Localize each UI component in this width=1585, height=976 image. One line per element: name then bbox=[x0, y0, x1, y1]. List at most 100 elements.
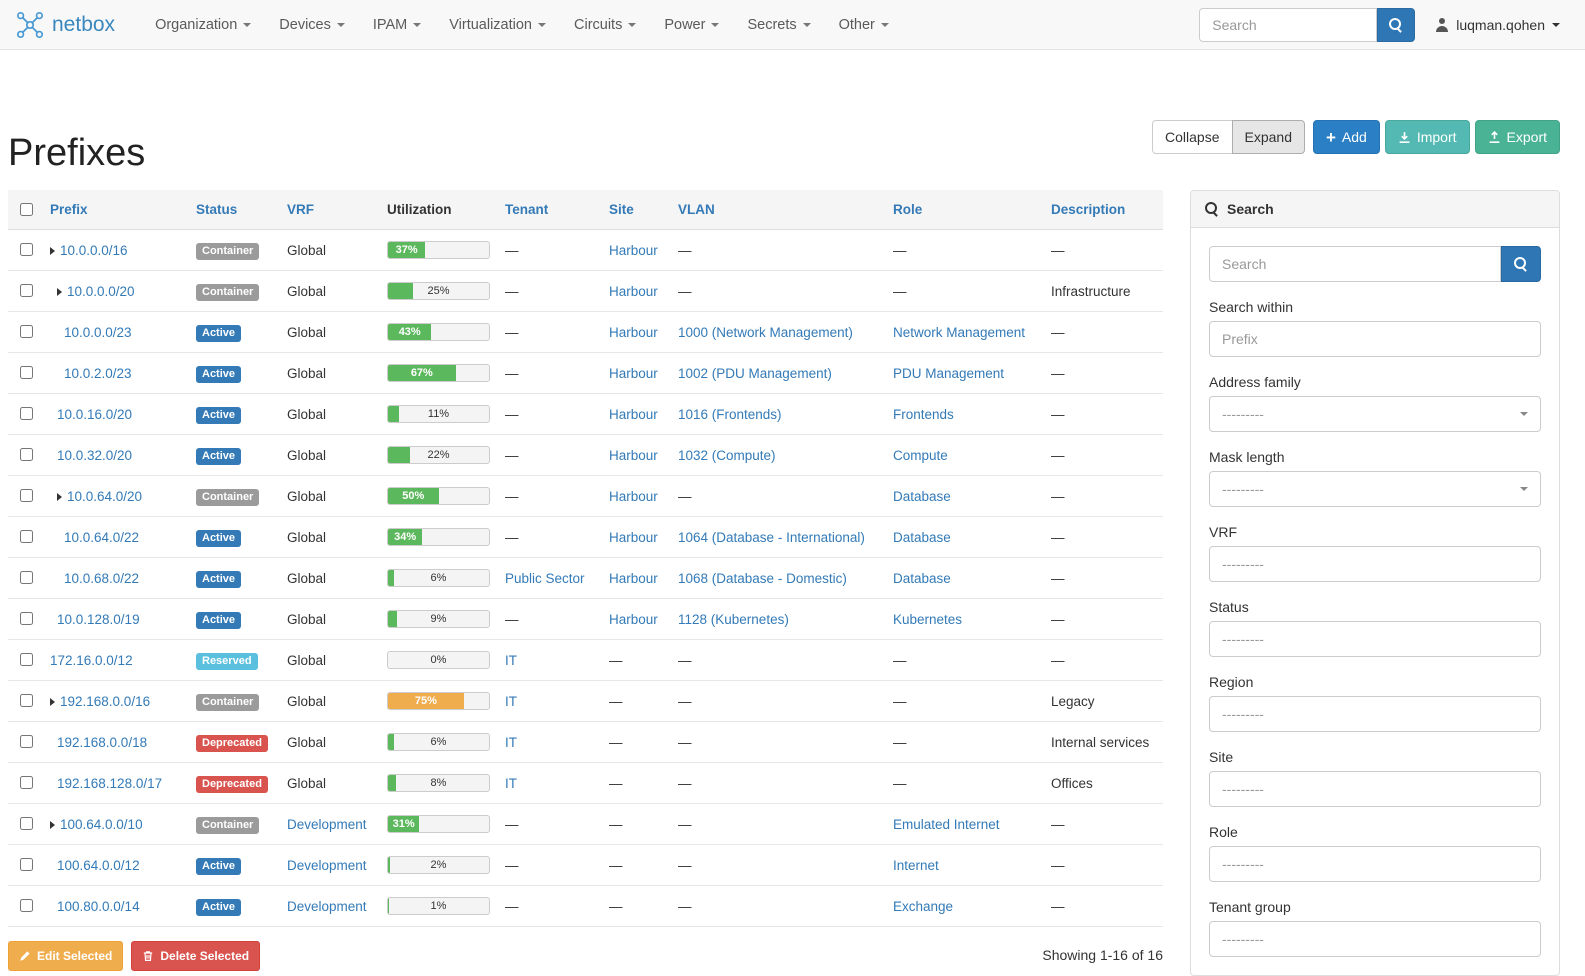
row-checkbox[interactable] bbox=[20, 489, 33, 502]
prefix-link[interactable]: 192.168.128.0/17 bbox=[57, 775, 163, 791]
prefix-link[interactable]: 10.0.2.0/23 bbox=[64, 365, 132, 381]
vlan-link[interactable]: 1032 (Compute) bbox=[678, 447, 776, 463]
collapse-button[interactable]: Collapse bbox=[1152, 120, 1233, 154]
prefix-link[interactable]: 10.0.64.0/20 bbox=[67, 488, 143, 504]
row-checkbox[interactable] bbox=[20, 899, 33, 912]
row-checkbox[interactable] bbox=[20, 407, 33, 420]
expand-toggle-icon[interactable] bbox=[57, 287, 62, 296]
prefix-link[interactable]: 100.64.0.0/10 bbox=[60, 816, 143, 832]
menu-organization[interactable]: Organization bbox=[141, 0, 265, 50]
prefix-link[interactable]: 100.64.0.0/12 bbox=[57, 857, 140, 873]
brand[interactable]: netbox bbox=[15, 10, 115, 40]
role-link[interactable]: Compute bbox=[893, 447, 948, 463]
vrf-select[interactable]: --------- bbox=[1209, 546, 1541, 582]
expand-toggle-icon[interactable] bbox=[50, 697, 55, 706]
site-link[interactable]: Harbour bbox=[609, 570, 658, 586]
column-header-tenant[interactable]: Tenant bbox=[497, 190, 601, 230]
row-checkbox[interactable] bbox=[20, 817, 33, 830]
row-checkbox[interactable] bbox=[20, 735, 33, 748]
expand-toggle-icon[interactable] bbox=[57, 492, 62, 501]
row-checkbox[interactable] bbox=[20, 243, 33, 256]
filter-search-button[interactable] bbox=[1501, 246, 1541, 282]
row-checkbox[interactable] bbox=[20, 325, 33, 338]
prefix-link[interactable]: 192.168.0.0/18 bbox=[57, 734, 148, 750]
site-link[interactable]: Harbour bbox=[609, 529, 658, 545]
region-select[interactable]: --------- bbox=[1209, 696, 1541, 732]
tenant-link[interactable]: Public Sector bbox=[505, 570, 585, 586]
tenant-link[interactable]: IT bbox=[505, 734, 517, 750]
site-link[interactable]: Harbour bbox=[609, 324, 658, 340]
row-checkbox[interactable] bbox=[20, 653, 33, 666]
column-header-status[interactable]: Status bbox=[188, 190, 279, 230]
role-link[interactable]: Kubernetes bbox=[893, 611, 963, 627]
row-checkbox[interactable] bbox=[20, 530, 33, 543]
prefix-link[interactable]: 10.0.0.0/16 bbox=[60, 242, 128, 258]
expand-toggle-icon[interactable] bbox=[50, 820, 55, 829]
row-checkbox[interactable] bbox=[20, 571, 33, 584]
mask-length-select[interactable]: --------- bbox=[1209, 471, 1541, 507]
row-checkbox[interactable] bbox=[20, 694, 33, 707]
role-link[interactable]: Emulated Internet bbox=[893, 816, 1000, 832]
row-checkbox[interactable] bbox=[20, 612, 33, 625]
vrf-link[interactable]: Development bbox=[287, 898, 367, 914]
site-link[interactable]: Harbour bbox=[609, 406, 658, 422]
filter-search-input[interactable] bbox=[1209, 246, 1501, 282]
role-link[interactable]: Exchange bbox=[893, 898, 954, 914]
site-link[interactable]: Harbour bbox=[609, 611, 658, 627]
prefix-link[interactable]: 10.0.128.0/19 bbox=[57, 611, 140, 627]
menu-devices[interactable]: Devices bbox=[265, 0, 359, 50]
vlan-link[interactable]: 1002 (PDU Management) bbox=[678, 365, 832, 381]
column-header-vrf[interactable]: VRF bbox=[279, 190, 379, 230]
export-button[interactable]: Export bbox=[1474, 120, 1560, 154]
menu-power[interactable]: Power bbox=[650, 0, 733, 50]
row-checkbox[interactable] bbox=[20, 366, 33, 379]
prefix-link[interactable]: 10.0.0.0/23 bbox=[64, 324, 132, 340]
expand-toggle-icon[interactable] bbox=[50, 246, 55, 255]
address-family-select[interactable]: --------- bbox=[1209, 396, 1541, 432]
site-link[interactable]: Harbour bbox=[609, 242, 658, 258]
site-select[interactable]: --------- bbox=[1209, 771, 1541, 807]
user-menu[interactable]: luqman.qohen bbox=[1435, 17, 1560, 33]
role-link[interactable]: Internet bbox=[893, 857, 939, 873]
role-link[interactable]: Network Management bbox=[893, 324, 1026, 340]
row-checkbox[interactable] bbox=[20, 448, 33, 461]
global-search-input[interactable] bbox=[1199, 7, 1378, 42]
site-link[interactable]: Harbour bbox=[609, 488, 658, 504]
row-checkbox[interactable] bbox=[20, 858, 33, 871]
prefix-link[interactable]: 192.168.0.0/16 bbox=[60, 693, 151, 709]
role-link[interactable]: Database bbox=[893, 488, 951, 504]
menu-virtualization[interactable]: Virtualization bbox=[435, 0, 560, 50]
site-link[interactable]: Harbour bbox=[609, 283, 658, 299]
tenant-link[interactable]: IT bbox=[505, 652, 517, 668]
menu-ipam[interactable]: IPAM bbox=[359, 0, 435, 50]
prefix-link[interactable]: 100.80.0.0/14 bbox=[57, 898, 140, 914]
tenant-link[interactable]: IT bbox=[505, 693, 517, 709]
vlan-link[interactable]: 1128 (Kubernetes) bbox=[678, 611, 789, 627]
role-select[interactable]: --------- bbox=[1209, 846, 1541, 882]
prefix-link[interactable]: 10.0.68.0/22 bbox=[64, 570, 140, 586]
role-link[interactable]: Database bbox=[893, 570, 951, 586]
search-within-input[interactable] bbox=[1209, 321, 1541, 357]
status-select[interactable]: --------- bbox=[1209, 621, 1541, 657]
vrf-link[interactable]: Development bbox=[287, 816, 367, 832]
prefix-link[interactable]: 10.0.16.0/20 bbox=[57, 406, 133, 422]
column-header-role[interactable]: Role bbox=[885, 190, 1043, 230]
vlan-link[interactable]: 1068 (Database - Domestic) bbox=[678, 570, 847, 586]
expand-button[interactable]: Expand bbox=[1231, 120, 1305, 154]
edit-selected-button[interactable]: Edit Selected bbox=[8, 941, 124, 971]
column-header-prefix[interactable]: Prefix bbox=[42, 190, 188, 230]
prefix-link[interactable]: 10.0.64.0/22 bbox=[64, 529, 140, 545]
prefix-link[interactable]: 10.0.0.0/20 bbox=[67, 283, 135, 299]
menu-circuits[interactable]: Circuits bbox=[560, 0, 650, 50]
role-link[interactable]: Database bbox=[893, 529, 951, 545]
tenant-link[interactable]: IT bbox=[505, 775, 517, 791]
import-button[interactable]: Import bbox=[1384, 120, 1470, 154]
menu-secrets[interactable]: Secrets bbox=[733, 0, 824, 50]
prefix-link[interactable]: 172.16.0.0/12 bbox=[50, 652, 133, 668]
column-header-vlan[interactable]: VLAN bbox=[670, 190, 885, 230]
global-search-button[interactable] bbox=[1377, 7, 1416, 42]
row-checkbox[interactable] bbox=[20, 776, 33, 789]
vlan-link[interactable]: 1016 (Frontends) bbox=[678, 406, 782, 422]
role-link[interactable]: PDU Management bbox=[893, 365, 1005, 381]
tenant-group-select[interactable]: --------- bbox=[1209, 921, 1541, 957]
